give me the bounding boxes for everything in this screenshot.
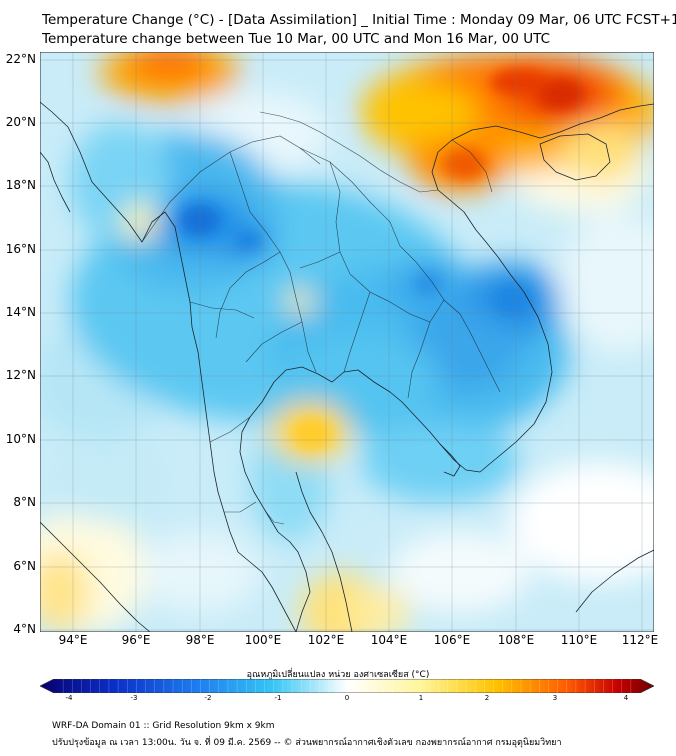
map-canvas [40, 52, 654, 632]
temperature-change-map [40, 52, 654, 632]
lat-label: 10°N [5, 432, 36, 446]
temperature-field [40, 52, 654, 632]
lat-label: 6°N [13, 559, 36, 573]
country-borders [141, 111, 501, 525]
sumatra-coast [40, 521, 151, 632]
myanmar-coast [40, 101, 225, 513]
footer-model-info: WRF-DA Domain 01 :: Grid Resolution 9km … [52, 721, 275, 731]
lat-label: 8°N [13, 495, 36, 509]
lat-label: 22°N [5, 52, 36, 66]
lon-label: 110°E [560, 633, 598, 647]
colorbar-tick: 2 [484, 694, 490, 702]
colorbar-tick: 3 [552, 694, 558, 702]
colorbar-tick: -2 [204, 694, 212, 702]
lon-label: 94°E [58, 633, 88, 647]
lon-label: 102°E [307, 633, 345, 647]
lat-label: 12°N [5, 368, 36, 382]
colorbar-tick: -4 [65, 694, 73, 702]
coastlines-borders [40, 101, 654, 632]
colorbar-tick: 0 [344, 694, 350, 702]
footer-update-info: ปรับปรุงข้อมูล ณ เวลา 13:00น. วัน จ. ที่… [52, 738, 562, 748]
lat-label: 18°N [5, 178, 36, 192]
lat-label: 14°N [5, 305, 36, 319]
colorbar-title: อุณหภูมิเปลี่ยนแปลง หน่วย องศาเซลเซียส (… [246, 670, 430, 680]
lon-label: 112°E [621, 633, 659, 647]
lon-label: 106°E [433, 633, 471, 647]
colorbar-tick: 1 [418, 694, 424, 702]
colorbar [40, 679, 654, 693]
west-coast-peninsula [223, 511, 297, 632]
lat-label: 20°N [5, 115, 36, 129]
lon-label: 108°E [497, 633, 535, 647]
gulf-of-thailand-coast [239, 103, 654, 632]
vietnam-south-coast [439, 443, 461, 477]
colorbar-tick: -1 [274, 694, 282, 702]
lat-label: 4°N [13, 622, 36, 636]
map-subtitle: Temperature change between Tue 10 Mar, 0… [42, 31, 551, 47]
hainan-island [539, 133, 611, 181]
colorbar-tick: -3 [130, 694, 138, 702]
bay-of-bengal-islands [40, 151, 71, 213]
lon-label: 96°E [121, 633, 151, 647]
lat-label: 16°N [5, 242, 36, 256]
map-gridlines [40, 52, 654, 632]
lon-label: 100°E [244, 633, 282, 647]
malaysia-east-coast [295, 471, 353, 632]
lon-label: 98°E [185, 633, 215, 647]
colorbar-tick: 4 [623, 694, 629, 702]
borneo-coast [575, 549, 654, 613]
lon-label: 104°E [370, 633, 408, 647]
map-title: Temperature Change (°C) - [Data Assimila… [42, 12, 676, 28]
colorbar-bar [40, 679, 654, 693]
temperature-field-detail [180, 68, 584, 450]
